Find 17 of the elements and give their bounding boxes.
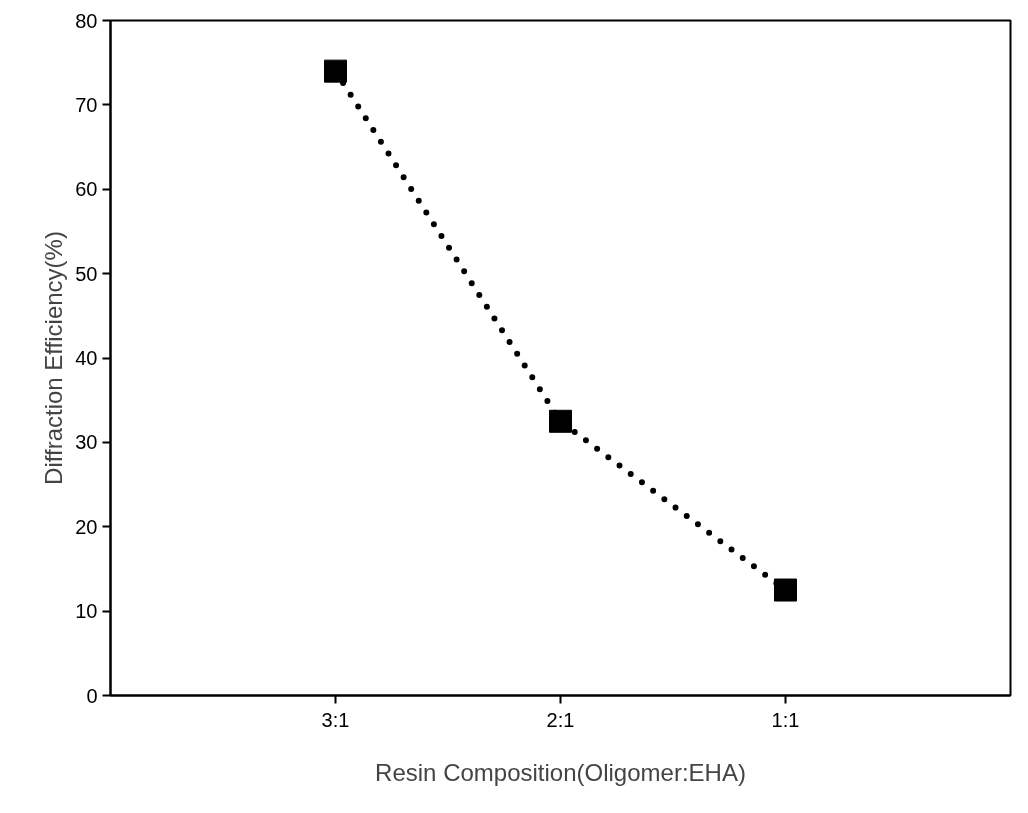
y-tick-label: 70 [75,93,98,116]
point [774,578,797,602]
x-tick-label: 2:1 [546,708,575,731]
x-tick-label: 1:1 [771,708,800,731]
point [549,409,572,433]
y-tick-label: 20 [75,515,98,538]
x-axis-title: Resin Composition(Oligomer:EHA) [375,758,746,786]
y-tick-label: 60 [75,178,98,201]
x-tick-label: 3:1 [321,708,350,731]
y-axis-title: Diffraction Efficiency(%) [40,231,68,485]
y-tick-label: 0 [86,684,98,707]
point [324,59,347,83]
y-tick-label: 30 [75,431,98,454]
y-tick-label: 40 [75,347,98,369]
y-tick-label: 50 [75,262,98,285]
y-tick-label: 80 [75,9,98,32]
y-tick-label: 10 [75,600,98,623]
